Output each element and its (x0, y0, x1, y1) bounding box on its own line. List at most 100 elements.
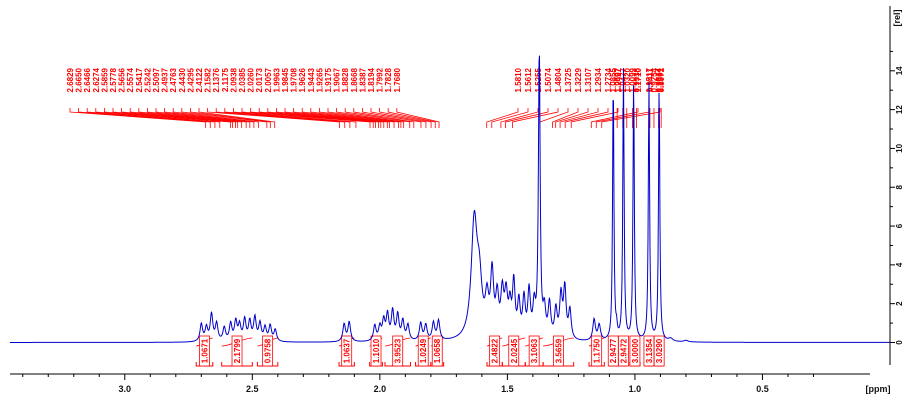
x-tick-label: 0.5 (756, 384, 769, 394)
peak-label: 1.9265 (315, 67, 324, 92)
peak-label: 2.0173 (255, 67, 264, 92)
peak-leader-line (387, 108, 436, 128)
peak-leader-line (86, 108, 216, 128)
integral-value: 1.0637 (343, 338, 352, 363)
integral-value: 1.0671 (200, 338, 209, 363)
integral-value-box (231, 335, 243, 367)
peak-leader-line (172, 108, 259, 128)
integral-value: 1.1750 (593, 338, 602, 363)
peak-leader-line (78, 108, 211, 128)
peak-leader-line (147, 108, 247, 128)
peak-label: 0.9411 (646, 67, 655, 92)
peak-label: 1.7992 (376, 67, 385, 92)
peak-label-group: 2.6829 2.6650 2.6466 2.6274 2.5859 2.5778 2.56… (66, 67, 666, 128)
integral-value-box (262, 335, 274, 367)
peak-leader-line (233, 108, 357, 128)
y-tick-label: 2 (895, 301, 904, 306)
peak-label: 2.5574 (126, 67, 135, 92)
peak-label: 2.1582 (204, 67, 213, 92)
peak-leader-line (190, 108, 271, 128)
peak-label: 1.8828 (341, 67, 350, 92)
x-tick-label: 3.0 (119, 384, 132, 394)
peak-label: 2.0385 (238, 67, 247, 92)
peak-leader-line (500, 108, 539, 128)
peak-leader-line (601, 108, 661, 128)
peak-leader-line (353, 108, 415, 128)
peak-label: 1.9443 (307, 67, 316, 92)
integral-value-box (528, 335, 540, 367)
peak-leader-line (250, 108, 374, 128)
peak-leader-line (590, 108, 639, 128)
integral-value-box (489, 335, 501, 367)
peak-leader-line (121, 108, 236, 128)
peak-label: 1.5074 (544, 67, 553, 92)
peak-label: 2.1175 (221, 67, 230, 92)
integral-value: 3.9523 (394, 338, 403, 363)
peak-label: 1.8668 (350, 67, 359, 92)
peak-label: 1.9708 (290, 67, 299, 92)
peak-label: 1.7680 (393, 67, 402, 92)
peak-leader-line (310, 108, 395, 128)
peak-leader-line (379, 108, 432, 128)
peak-leader-line (301, 108, 390, 128)
peak-leader-line (258, 108, 376, 128)
peak-label: 1.1517 (645, 67, 654, 92)
peak-label: 1.9175 (324, 67, 333, 92)
peak-label: 1.2934 (594, 67, 603, 92)
integral-value: 2.4822 (491, 338, 500, 363)
peak-label: 1.3229 (574, 67, 583, 92)
peak-label: 1.5810 (514, 67, 523, 92)
peak-leader-line (344, 108, 411, 128)
peak-label: 1.0099 (628, 67, 637, 92)
peak-label: 2.0260 (247, 67, 256, 92)
peak-label: 2.6466 (83, 67, 92, 92)
peak-leader-line (69, 108, 207, 128)
peak-label: 2.5778 (109, 67, 118, 92)
peak-label: 1.9067 (333, 67, 342, 92)
y-tick-label: 14 (895, 66, 904, 75)
peak-label: 1.2734 (604, 67, 613, 92)
peak-leader-line (104, 108, 231, 128)
integral-value-box (392, 335, 404, 367)
peak-leader-line (267, 108, 379, 128)
peak-leader-line (370, 108, 427, 128)
peak-label: 2.4937 (161, 67, 170, 92)
peak-leader-line (112, 108, 233, 128)
peak-label: 1.5612 (524, 67, 533, 92)
integral-group: 1.0671 2.1799 0.9758 1.0637 1.1010 3.9523 1.02… (195, 335, 665, 367)
peak-leader-line (511, 108, 559, 128)
peak-label: 2.5656 (118, 67, 127, 92)
integral-value-box (591, 335, 603, 367)
peak-leader-line (564, 108, 609, 128)
peak-label: 0.9074 (655, 67, 664, 92)
integral-value: 3.1063 (530, 338, 539, 363)
peak-leader-line (138, 108, 243, 128)
peak-label: 2.0938 (229, 67, 238, 92)
integral-value-box (629, 335, 641, 367)
peak-label: 0.9938 (633, 67, 642, 92)
peak-leader-line (555, 108, 589, 128)
peak-leader-line (319, 108, 400, 128)
integral-value: 3.0290 (655, 338, 664, 363)
peak-label: 2.6829 (66, 67, 75, 92)
peak-leader-line (129, 108, 239, 128)
peak-label: 1.9963 (272, 67, 281, 92)
x-tick-label: 1.0 (629, 384, 642, 394)
peak-leader-line (164, 108, 255, 128)
peak-leader-line (396, 108, 440, 128)
peak-label: 1.0697 (613, 67, 622, 92)
peak-leader-line (181, 108, 268, 128)
peak-label: 2.5859 (100, 67, 109, 92)
integral-value-box (508, 335, 520, 367)
integral-value: 1.0249 (419, 338, 428, 363)
peak-leader-line (224, 108, 351, 128)
peak-label: 1.8194 (367, 67, 376, 92)
peak-label: 1.1710 (634, 67, 643, 92)
peak-label: 2.5242 (143, 67, 152, 92)
peak-label: 2.4430 (178, 67, 187, 92)
peak-leader-line (215, 108, 346, 128)
peak-label: 2.4295 (186, 67, 195, 92)
peak-label: 1.9626 (298, 67, 307, 92)
peak-label: 2.4122 (195, 67, 204, 92)
integral-value: 0.9758 (264, 338, 273, 363)
